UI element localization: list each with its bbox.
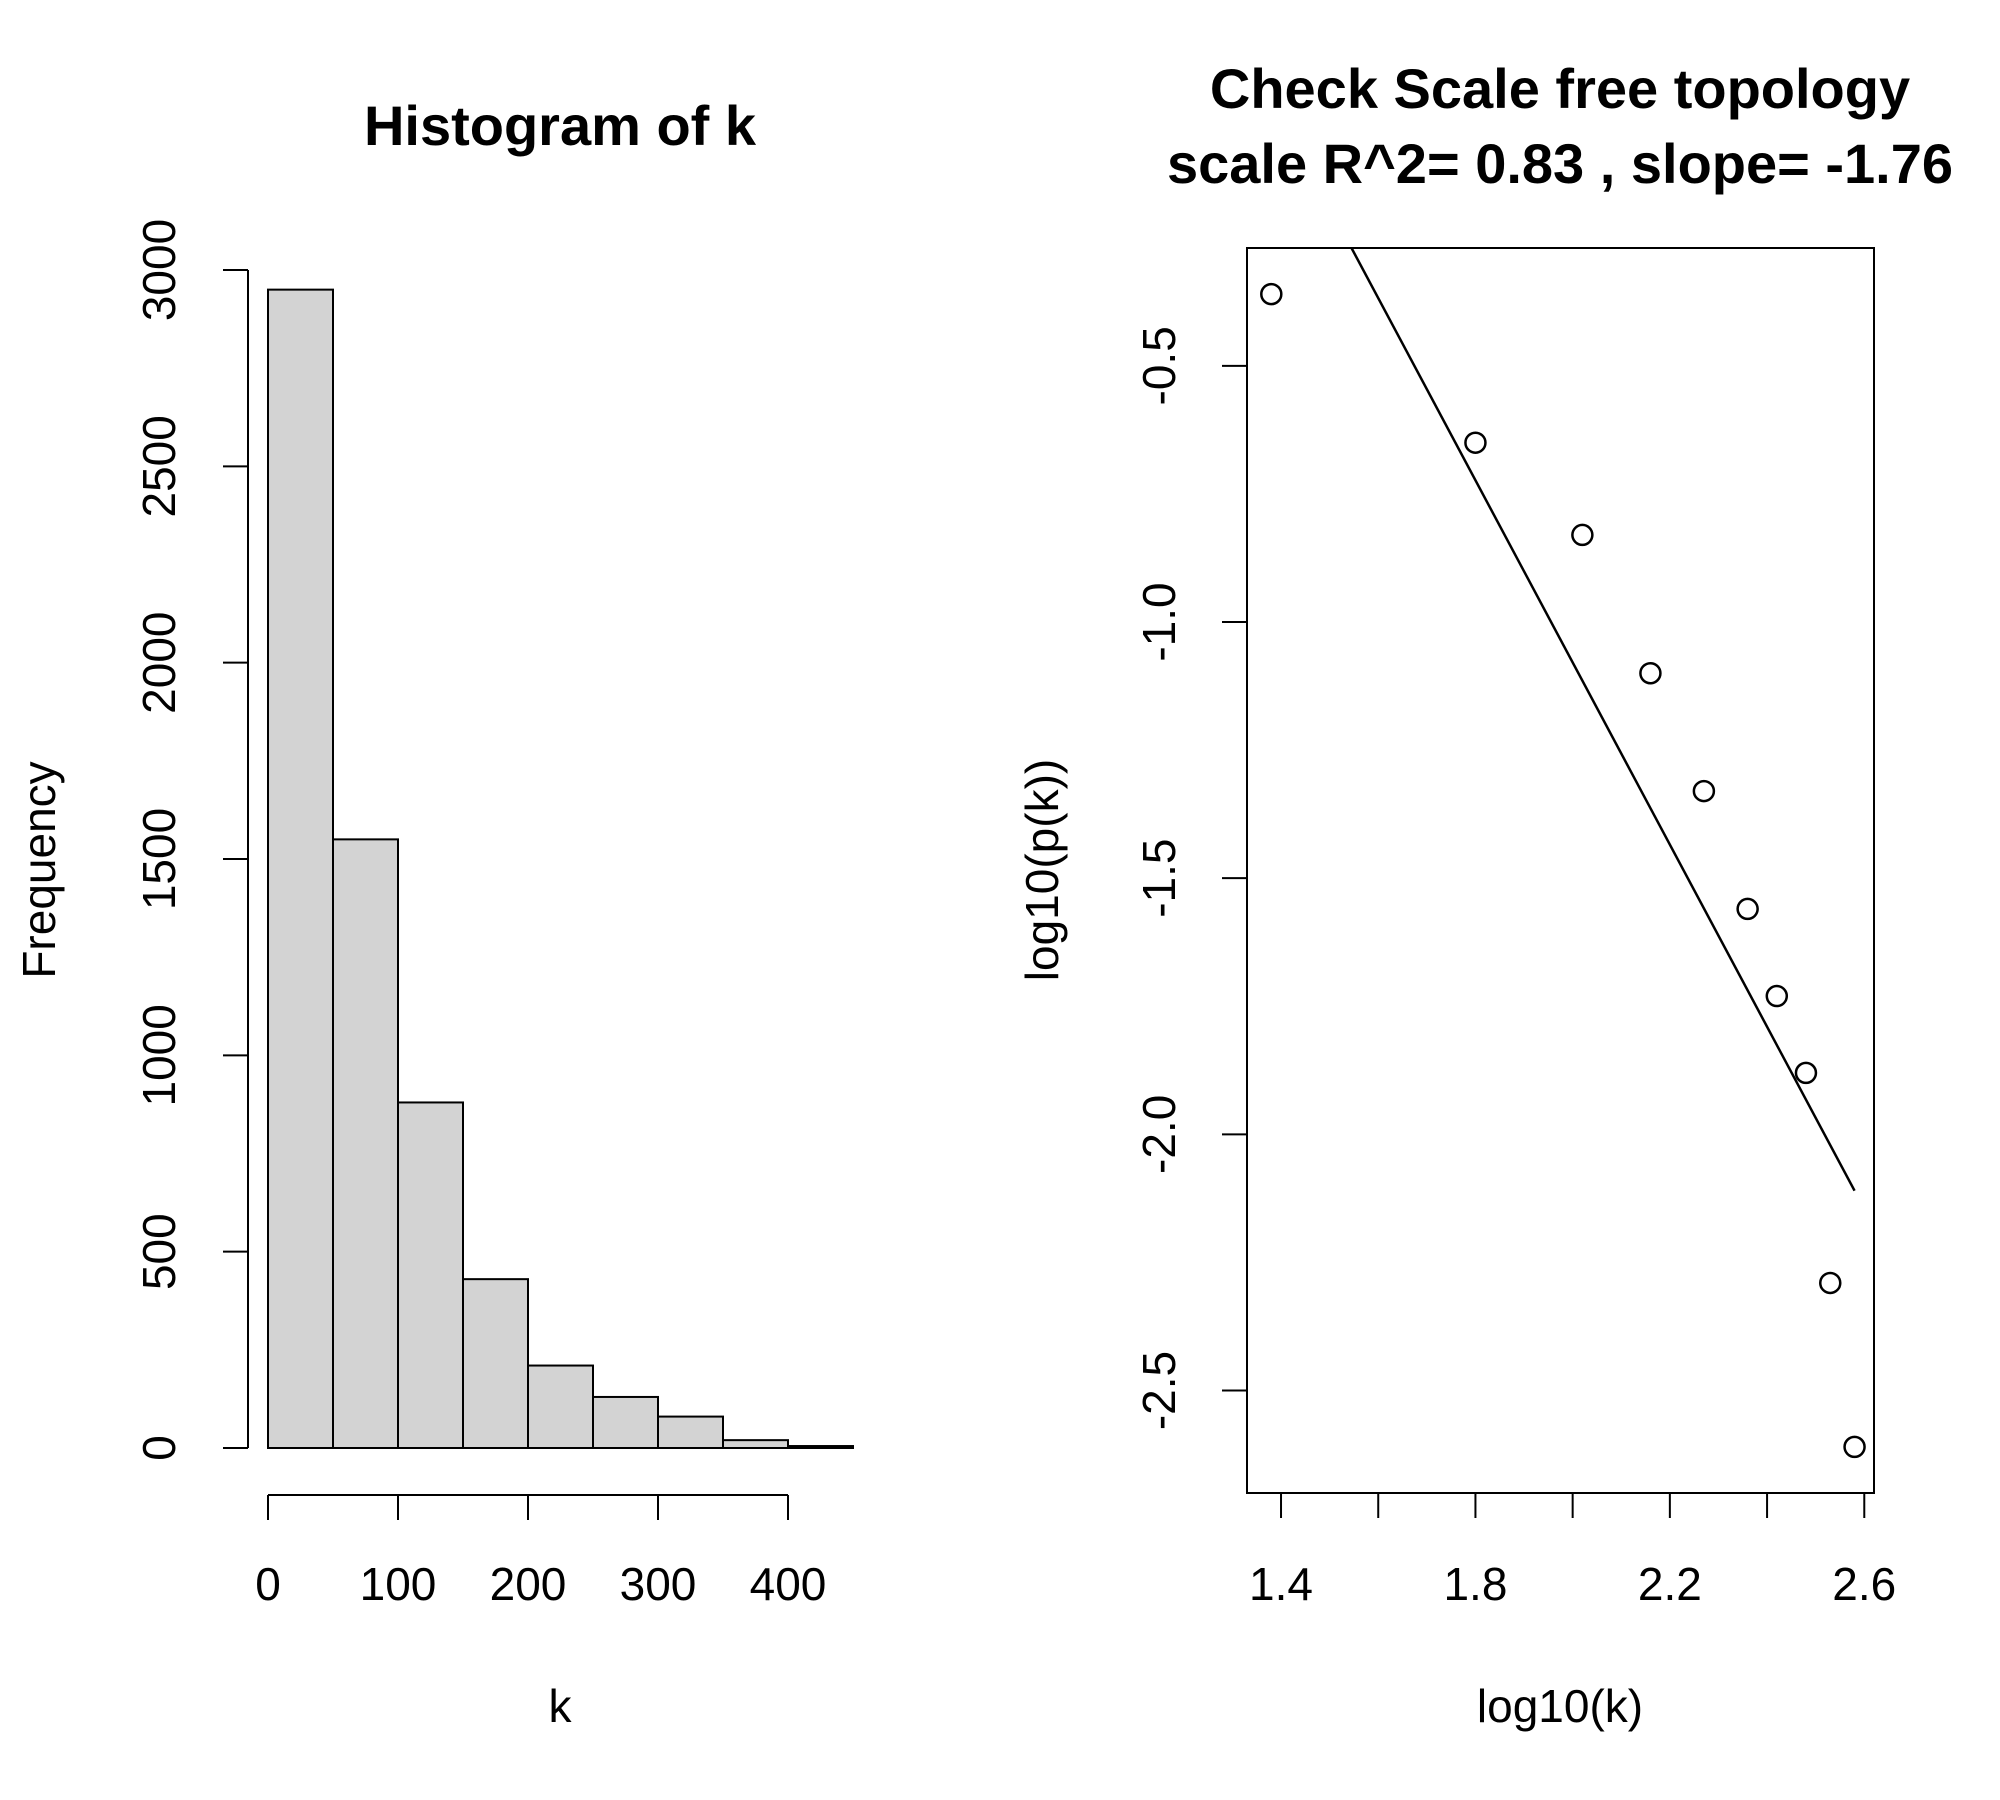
scatter-y-axis-title: log10(p(k)): [1016, 759, 1068, 981]
scatter-point-6: [1765, 984, 1789, 1008]
histogram-bar-1: [332, 838, 399, 1449]
histogram-x-tick-label-1: 100: [360, 1558, 437, 1610]
scatter-x-axis-title: log10(k): [1477, 1680, 1643, 1732]
histogram-y-axis-title: Frequency: [13, 761, 65, 978]
scatter-y-axis: -0.5 -1.0 -1.5 -2.0 -2.5: [1133, 326, 1247, 1430]
histogram-y-tick-label-5: 2500: [133, 415, 185, 517]
scatter-y-tick-label-0: -0.5: [1133, 326, 1185, 405]
histogram-x-axis-title: k: [549, 1680, 573, 1732]
scatter-y-tick-label-2: -1.5: [1133, 839, 1185, 918]
histogram-x-tick-label-3: 300: [620, 1558, 697, 1610]
scatter-point-9: [1843, 1435, 1866, 1459]
scatter-points: [1260, 282, 1866, 1459]
histogram-x-tick-label-2: 200: [490, 1558, 567, 1610]
scatter-y-tick-label-3: -2.0: [1133, 1095, 1185, 1174]
scatter-x-tick-label-2: 1.8: [1443, 1558, 1507, 1610]
scatter-point-8: [1819, 1271, 1842, 1295]
histogram-x-tick-label-4: 400: [750, 1558, 827, 1610]
histogram-x-tick-label-0: 0: [255, 1558, 281, 1610]
scatter-x-tick-label-4: 2.2: [1638, 1558, 1702, 1610]
scatter-point-7: [1794, 1061, 1818, 1085]
histogram-bars: [267, 288, 854, 1450]
histogram-bar-7: [722, 1439, 789, 1449]
scatter-y-tick-label-4: -2.5: [1133, 1351, 1185, 1430]
histogram-y-tick-label-6: 3000: [133, 219, 185, 321]
histogram-y-tick-label-4: 2000: [133, 611, 185, 713]
histogram-bar-2: [397, 1101, 464, 1450]
scatter-point-0: [1260, 282, 1283, 306]
histogram-bar-4: [527, 1364, 594, 1450]
histogram-bar-8: [787, 1445, 854, 1449]
scatter-point-4: [1692, 779, 1716, 803]
scatter-plot-box: [1246, 247, 1875, 1494]
histogram-y-tick-label-0: 0: [133, 1435, 185, 1461]
scatter-panel: Check Scale free topology scale R^2= 0.8…: [1016, 57, 1953, 1732]
histogram-y-axis: 0 500 1000 1500 2000 2500 3000: [133, 219, 249, 1461]
scatter-point-2: [1571, 523, 1594, 547]
scatter-y-tick-label-1: -1.0: [1133, 582, 1185, 661]
scatter-x-tick-label-0: 1.4: [1249, 1558, 1313, 1610]
histogram-title: Histogram of k: [364, 94, 757, 157]
histogram-y-tick-label-1: 500: [133, 1213, 185, 1290]
scatter-point-1: [1464, 431, 1487, 454]
histogram-y-tick-label-3: 1500: [133, 808, 185, 910]
scatter-point-5: [1736, 897, 1759, 921]
scatter-fit-line: [1350, 247, 1856, 1192]
scatter-x-tick-label-6: 2.6: [1832, 1558, 1896, 1610]
histogram-y-tick-label-2: 1000: [133, 1004, 185, 1106]
scatter-title-line2: scale R^2= 0.83 , slope= -1.76: [1167, 132, 1953, 195]
histogram-panel: Histogram of k 0 100 200 300 400 0 500 1000 150…: [13, 94, 854, 1732]
scatter-x-axis: 1.4 1.8 2.2 2.6: [1249, 1493, 1896, 1610]
histogram-bar-6: [657, 1415, 724, 1450]
histogram-bar-3: [462, 1278, 529, 1449]
scatter-point-3: [1639, 661, 1662, 685]
histogram-x-axis: 0 100 200 300 400: [255, 1494, 827, 1610]
histogram-bar-0: [267, 288, 334, 1450]
scatter-title-line1: Check Scale free topology: [1210, 57, 1910, 120]
histogram-bar-5: [592, 1395, 659, 1450]
scatter-fit-line-group: [1350, 247, 1856, 1192]
